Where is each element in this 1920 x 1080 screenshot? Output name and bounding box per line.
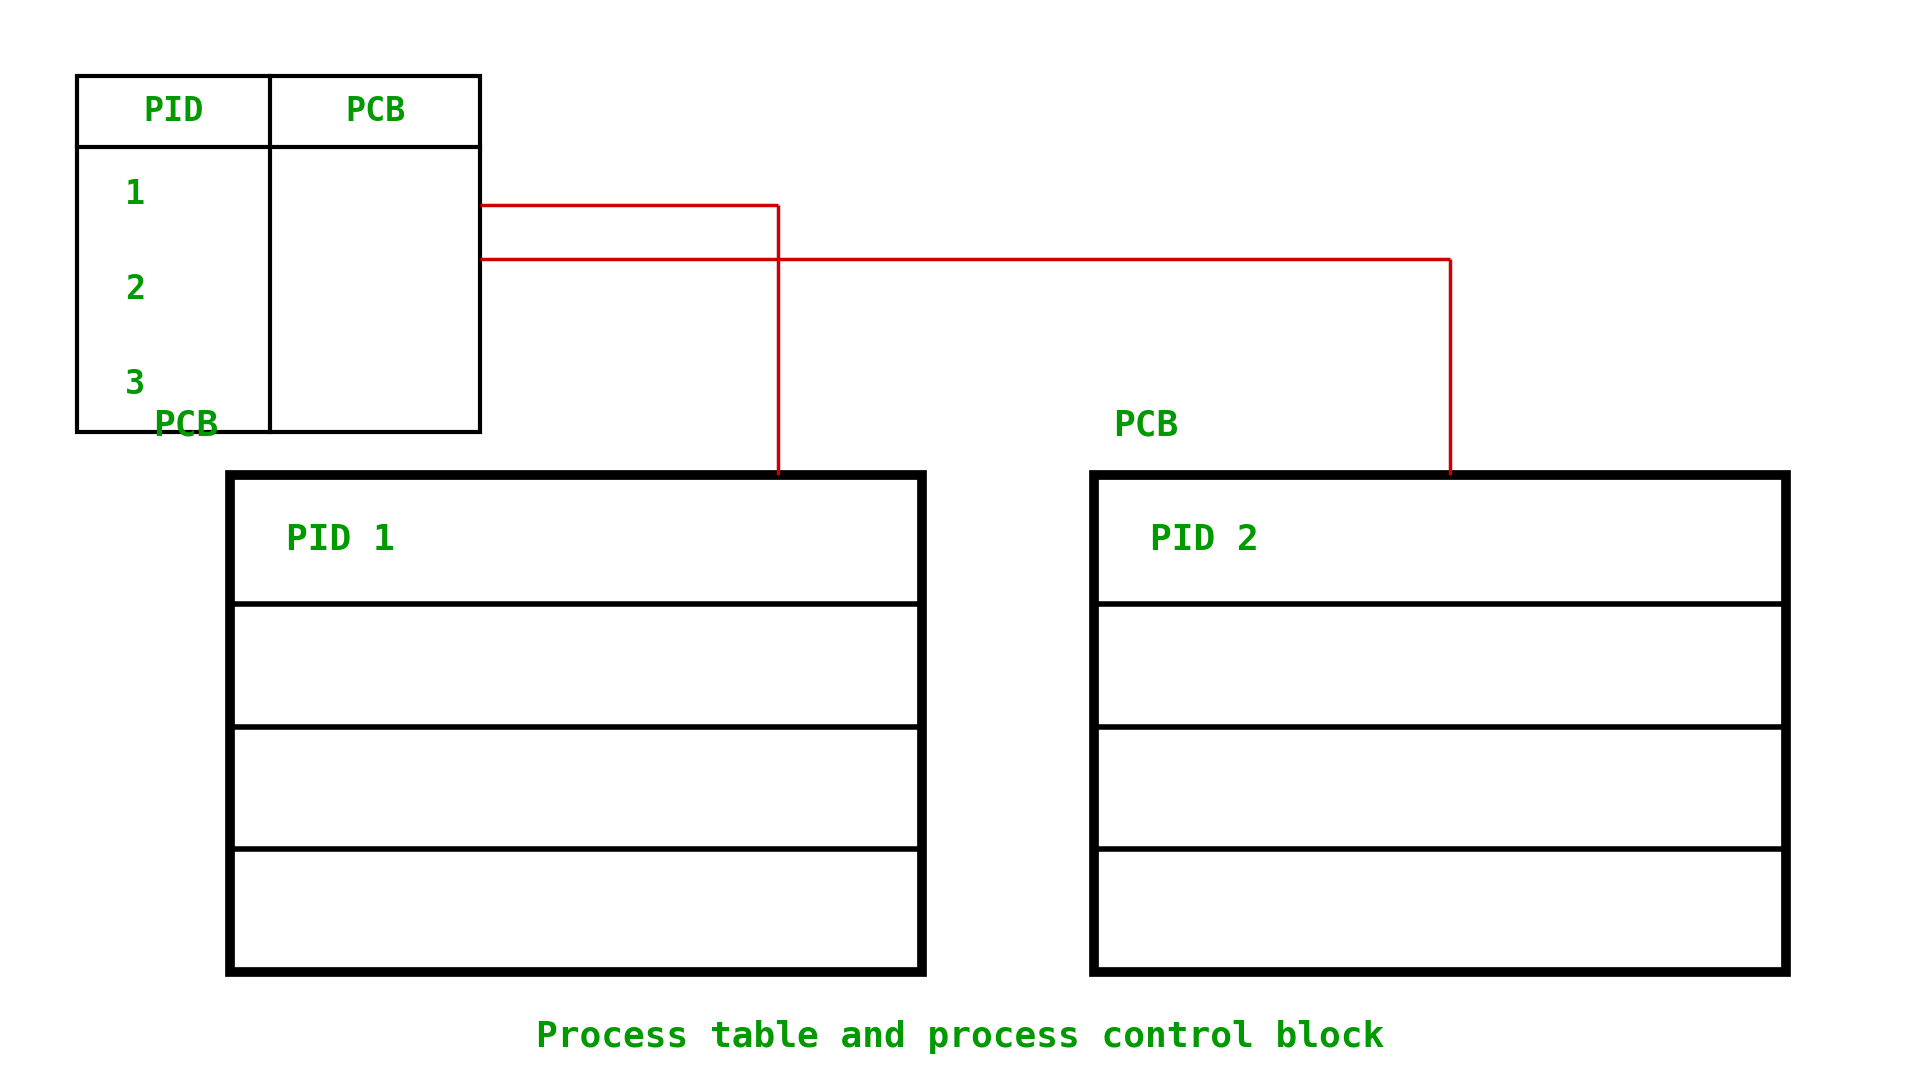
Text: 3: 3 <box>125 368 146 401</box>
Text: Process table and process control block: Process table and process control block <box>536 1020 1384 1054</box>
Text: 2: 2 <box>125 273 146 306</box>
Text: PCB: PCB <box>1114 409 1179 443</box>
Text: PID 1: PID 1 <box>286 523 394 557</box>
Text: PID 2: PID 2 <box>1150 523 1258 557</box>
Text: PCB: PCB <box>346 95 405 127</box>
Bar <box>230 475 922 972</box>
Text: 1: 1 <box>125 178 146 211</box>
Text: PCB: PCB <box>154 409 219 443</box>
Text: PID: PID <box>144 95 204 127</box>
Bar <box>1094 475 1786 972</box>
Bar <box>77 76 480 432</box>
